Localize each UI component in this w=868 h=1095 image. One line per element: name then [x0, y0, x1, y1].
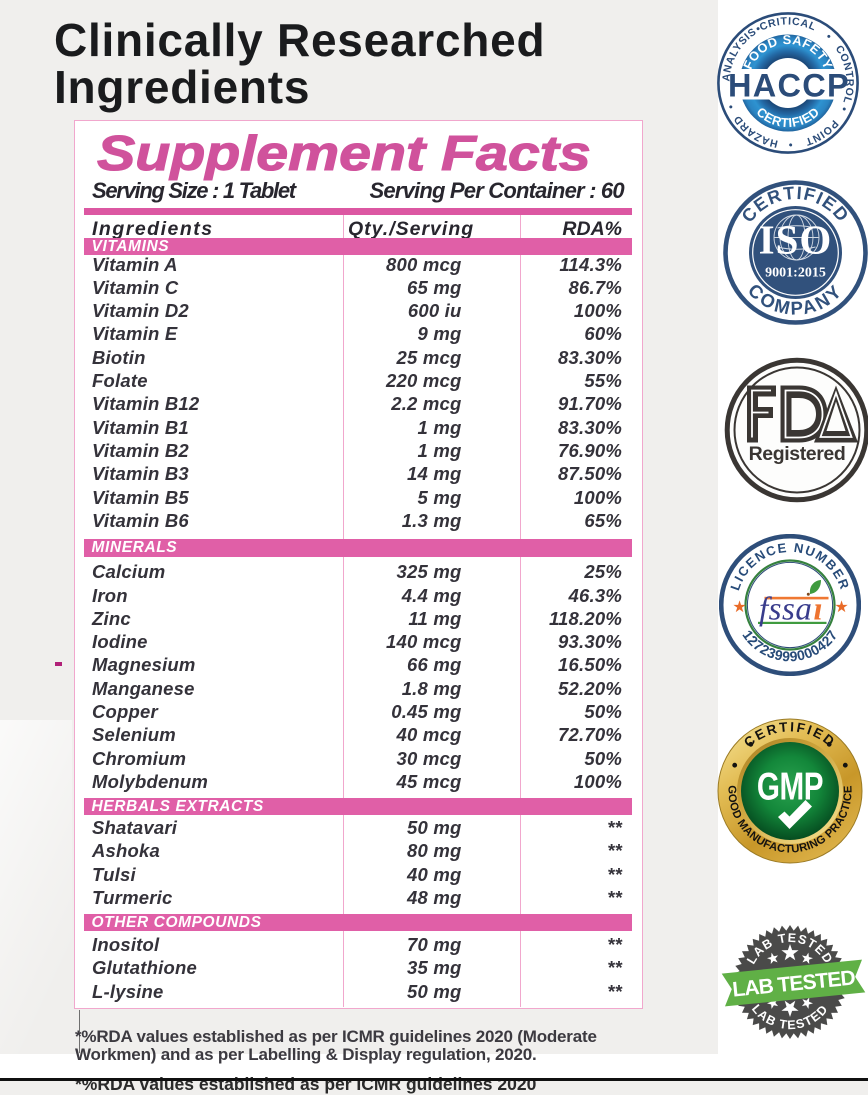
svg-text:•: •	[754, 23, 764, 36]
svg-text:GMP: GMP	[757, 766, 823, 809]
svg-text:CRITICAL: CRITICAL	[758, 15, 818, 33]
svg-text:★: ★	[732, 599, 746, 616]
svg-text:9001:2015: 9001:2015	[765, 266, 826, 281]
svg-text:ı: ı	[814, 592, 823, 628]
svg-text:ISO: ISO	[759, 217, 833, 263]
svg-text:•: •	[788, 138, 793, 150]
svg-text:fssa: fssa	[759, 592, 812, 628]
svg-text:Registered: Registered	[749, 443, 846, 465]
svg-text:•: •	[823, 31, 834, 43]
svg-text:•: •	[837, 105, 850, 114]
svg-text:HACCP: HACCP	[728, 68, 850, 104]
svg-text:•: •	[725, 102, 738, 111]
svg-text:★: ★	[834, 599, 848, 616]
